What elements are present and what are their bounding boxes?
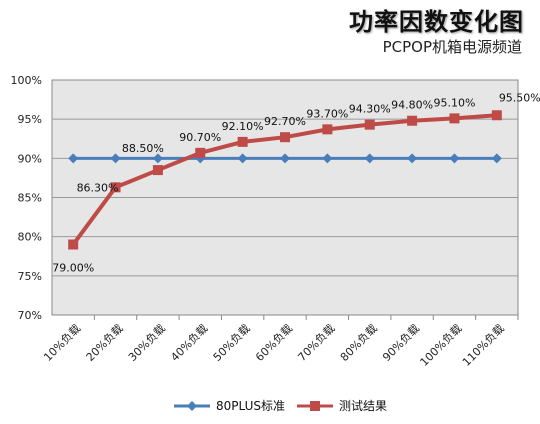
legend-test-label: 测试结果 (339, 399, 388, 413)
series-test-point (237, 136, 248, 147)
series-standard-point (110, 153, 121, 164)
data-label: 79.00% (52, 262, 94, 275)
x-tick-label: 70%负载 (295, 321, 338, 364)
y-tick-label: 80% (18, 231, 42, 244)
data-label: 94.30% (349, 103, 391, 116)
y-tick-label: 70% (18, 309, 42, 322)
data-label: 95.50% (499, 91, 540, 104)
x-tick-label: 30%负载 (125, 321, 168, 364)
legend: 80PLUS标准 测试结果 (172, 397, 387, 414)
data-label: 88.50% (122, 142, 164, 155)
x-tick-label: 10%负载 (41, 321, 84, 364)
data-label: 92.10% (222, 120, 264, 133)
series-standard-point (322, 153, 333, 164)
chart-title: 功率因数变化图 (349, 8, 524, 36)
y-tick-label: 75% (18, 270, 42, 283)
series-standard-point (68, 153, 79, 164)
series-standard-point (237, 153, 248, 164)
x-tick-label: 110%负载 (459, 321, 507, 369)
chart-subtitle: PCPOP机箱电源频道 (382, 38, 522, 56)
x-tick-label: 100%负载 (417, 321, 465, 369)
y-tick-label: 95% (18, 113, 42, 126)
series-test-point (491, 110, 502, 121)
data-label: 92.70% (264, 115, 306, 128)
legend-standard-swatch (174, 400, 210, 411)
legend-standard-label: 80PLUS标准 (216, 399, 285, 413)
x-tick-label: 90%负载 (379, 321, 422, 364)
legend-item-standard: 80PLUS标准 (172, 397, 285, 414)
data-label: 94.80% (391, 99, 433, 112)
data-label: 86.30% (77, 181, 119, 194)
data-label: 93.70% (306, 107, 348, 120)
series-test-point (280, 132, 290, 143)
series-test-point (364, 119, 375, 130)
series-test-point (195, 147, 206, 158)
x-tick-label: 60%负载 (252, 321, 295, 364)
y-tick-label: 100% (11, 74, 42, 87)
x-tick-label: 20%负载 (83, 321, 126, 364)
series-test-point (152, 165, 163, 176)
series-standard-point (280, 153, 290, 164)
series-test-point (407, 115, 418, 126)
series-standard-point (407, 153, 418, 164)
x-tick-label: 40%负载 (168, 321, 211, 364)
series-test-point (322, 124, 333, 135)
data-label: 95.10% (433, 96, 475, 109)
series-test-point (110, 182, 121, 193)
y-tick-label: 90% (18, 152, 42, 165)
series-test-point (449, 113, 460, 124)
data-label: 90.70% (179, 131, 221, 144)
legend-test-swatch (297, 400, 333, 411)
series-standard-point (491, 153, 502, 164)
y-tick-label: 85% (18, 192, 42, 205)
series-standard-point (152, 153, 163, 164)
x-tick-label: 80%负载 (337, 321, 380, 364)
legend-item-test: 测试结果 (295, 397, 387, 414)
series-standard-point (364, 153, 375, 164)
series-standard-point (449, 153, 460, 164)
series-test-point (68, 239, 79, 250)
x-tick-label: 50%负载 (210, 321, 253, 364)
